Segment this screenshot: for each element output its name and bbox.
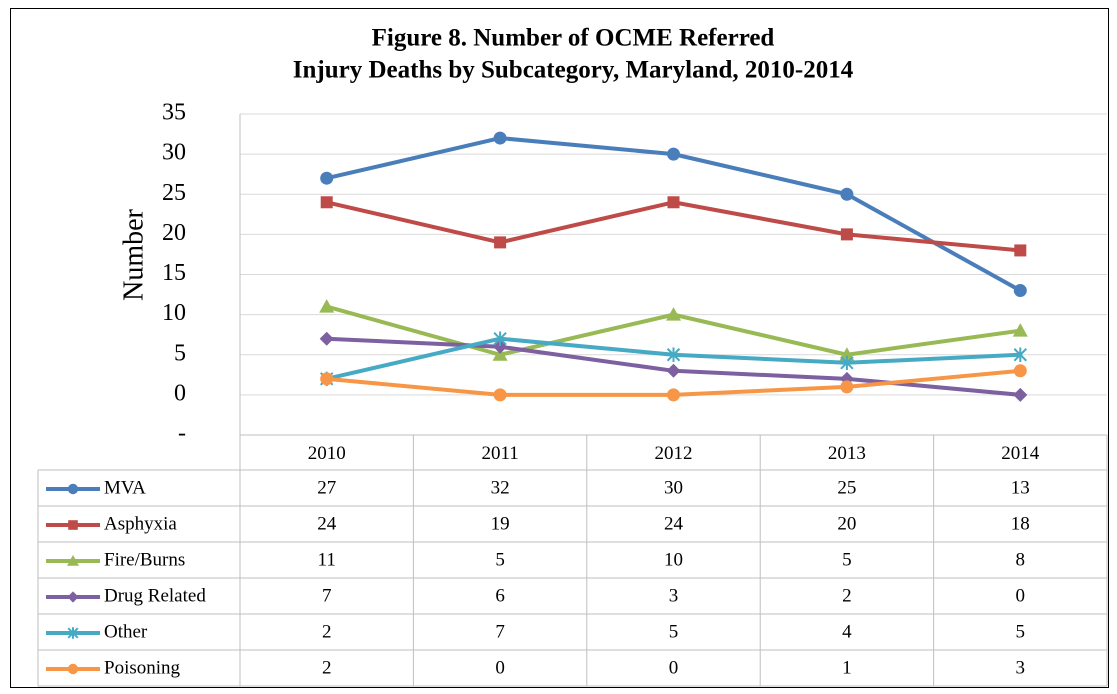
- x-tick-label: 2012: [655, 443, 693, 464]
- marker: [1013, 387, 1028, 402]
- table-value: 2: [322, 657, 332, 678]
- y-tick-label: -: [178, 421, 186, 447]
- y-tick-label: 35: [162, 100, 186, 126]
- y-tick-label: 20: [162, 220, 186, 246]
- marker: [67, 663, 79, 675]
- marker: [67, 627, 79, 639]
- marker: [320, 171, 334, 185]
- y-tick-label: 15: [162, 260, 186, 286]
- table-value: 11: [318, 549, 336, 570]
- legend-label: Poisoning: [104, 657, 181, 678]
- marker: [666, 363, 681, 378]
- marker: [68, 520, 78, 530]
- marker: [1013, 284, 1027, 298]
- x-tick-label: 2014: [1001, 443, 1040, 464]
- table-value: 0: [1016, 585, 1026, 606]
- marker: [493, 331, 507, 346]
- marker: [667, 388, 680, 402]
- table-value: 0: [669, 657, 679, 678]
- table-value: 25: [837, 477, 856, 498]
- legend-label: Drug Related: [104, 585, 206, 606]
- table-value: 1: [842, 657, 852, 678]
- y-tick-label: 30: [162, 140, 186, 166]
- marker: [67, 483, 79, 495]
- y-tick-label: 5: [174, 340, 186, 366]
- legend-label: MVA: [104, 477, 146, 498]
- marker: [319, 331, 334, 346]
- y-tick-label: 10: [162, 300, 186, 326]
- y-axis-label: Number: [118, 208, 149, 300]
- marker: [493, 388, 507, 402]
- marker: [667, 196, 680, 209]
- table-value: 30: [664, 477, 683, 498]
- marker: [493, 131, 507, 145]
- marker: [67, 591, 79, 603]
- marker: [494, 236, 507, 249]
- table-value: 18: [1011, 513, 1030, 534]
- y-tick-label: 25: [162, 180, 186, 206]
- chart-border: [10, 8, 1109, 688]
- x-tick-label: 2013: [828, 443, 866, 464]
- table-value: 10: [664, 549, 683, 570]
- marker: [320, 196, 333, 209]
- table-value: 2: [322, 621, 332, 642]
- table-value: 5: [842, 549, 852, 570]
- marker: [319, 299, 335, 313]
- marker: [839, 347, 855, 361]
- legend-label: Asphyxia: [104, 513, 177, 534]
- marker: [666, 307, 681, 321]
- marker: [1013, 347, 1028, 362]
- marker: [840, 380, 854, 394]
- table-value: 27: [317, 477, 336, 498]
- table-value: 5: [669, 621, 679, 642]
- table-value: 8: [1016, 549, 1026, 570]
- table-value: 0: [495, 657, 505, 678]
- marker: [840, 228, 853, 241]
- x-tick-label: 2011: [481, 443, 518, 464]
- table-value: 2: [842, 585, 852, 606]
- table-value: 3: [669, 585, 679, 606]
- table-value: 4: [842, 621, 852, 642]
- table-value: 6: [495, 585, 505, 606]
- chart-title: Injury Deaths by Subcategory, Maryland, …: [293, 57, 854, 84]
- marker: [840, 355, 854, 370]
- table-value: 32: [491, 477, 510, 498]
- table-value: 3: [1016, 657, 1026, 678]
- table-value: 24: [664, 513, 684, 534]
- table-value: 7: [322, 585, 332, 606]
- table-value: 5: [1016, 621, 1026, 642]
- marker: [1013, 364, 1027, 378]
- legend-label: Other: [104, 621, 148, 642]
- chart-title: Figure 8. Number of OCME Referred: [372, 25, 775, 52]
- table-value: 5: [495, 549, 505, 570]
- marker: [666, 347, 681, 362]
- legend-label: Fire/Burns: [104, 549, 185, 570]
- table-value: 24: [317, 513, 337, 534]
- marker: [1014, 244, 1027, 257]
- marker: [320, 372, 334, 386]
- y-tick-label: 0: [174, 380, 186, 406]
- table-value: 7: [495, 621, 505, 642]
- marker: [840, 187, 854, 201]
- marker: [667, 147, 680, 161]
- table-value: 19: [491, 513, 510, 534]
- marker: [67, 555, 79, 566]
- table-value: 20: [837, 513, 856, 534]
- marker: [1012, 323, 1028, 337]
- marker: [492, 347, 508, 361]
- table-value: 13: [1011, 477, 1030, 498]
- x-tick-label: 2010: [308, 443, 346, 464]
